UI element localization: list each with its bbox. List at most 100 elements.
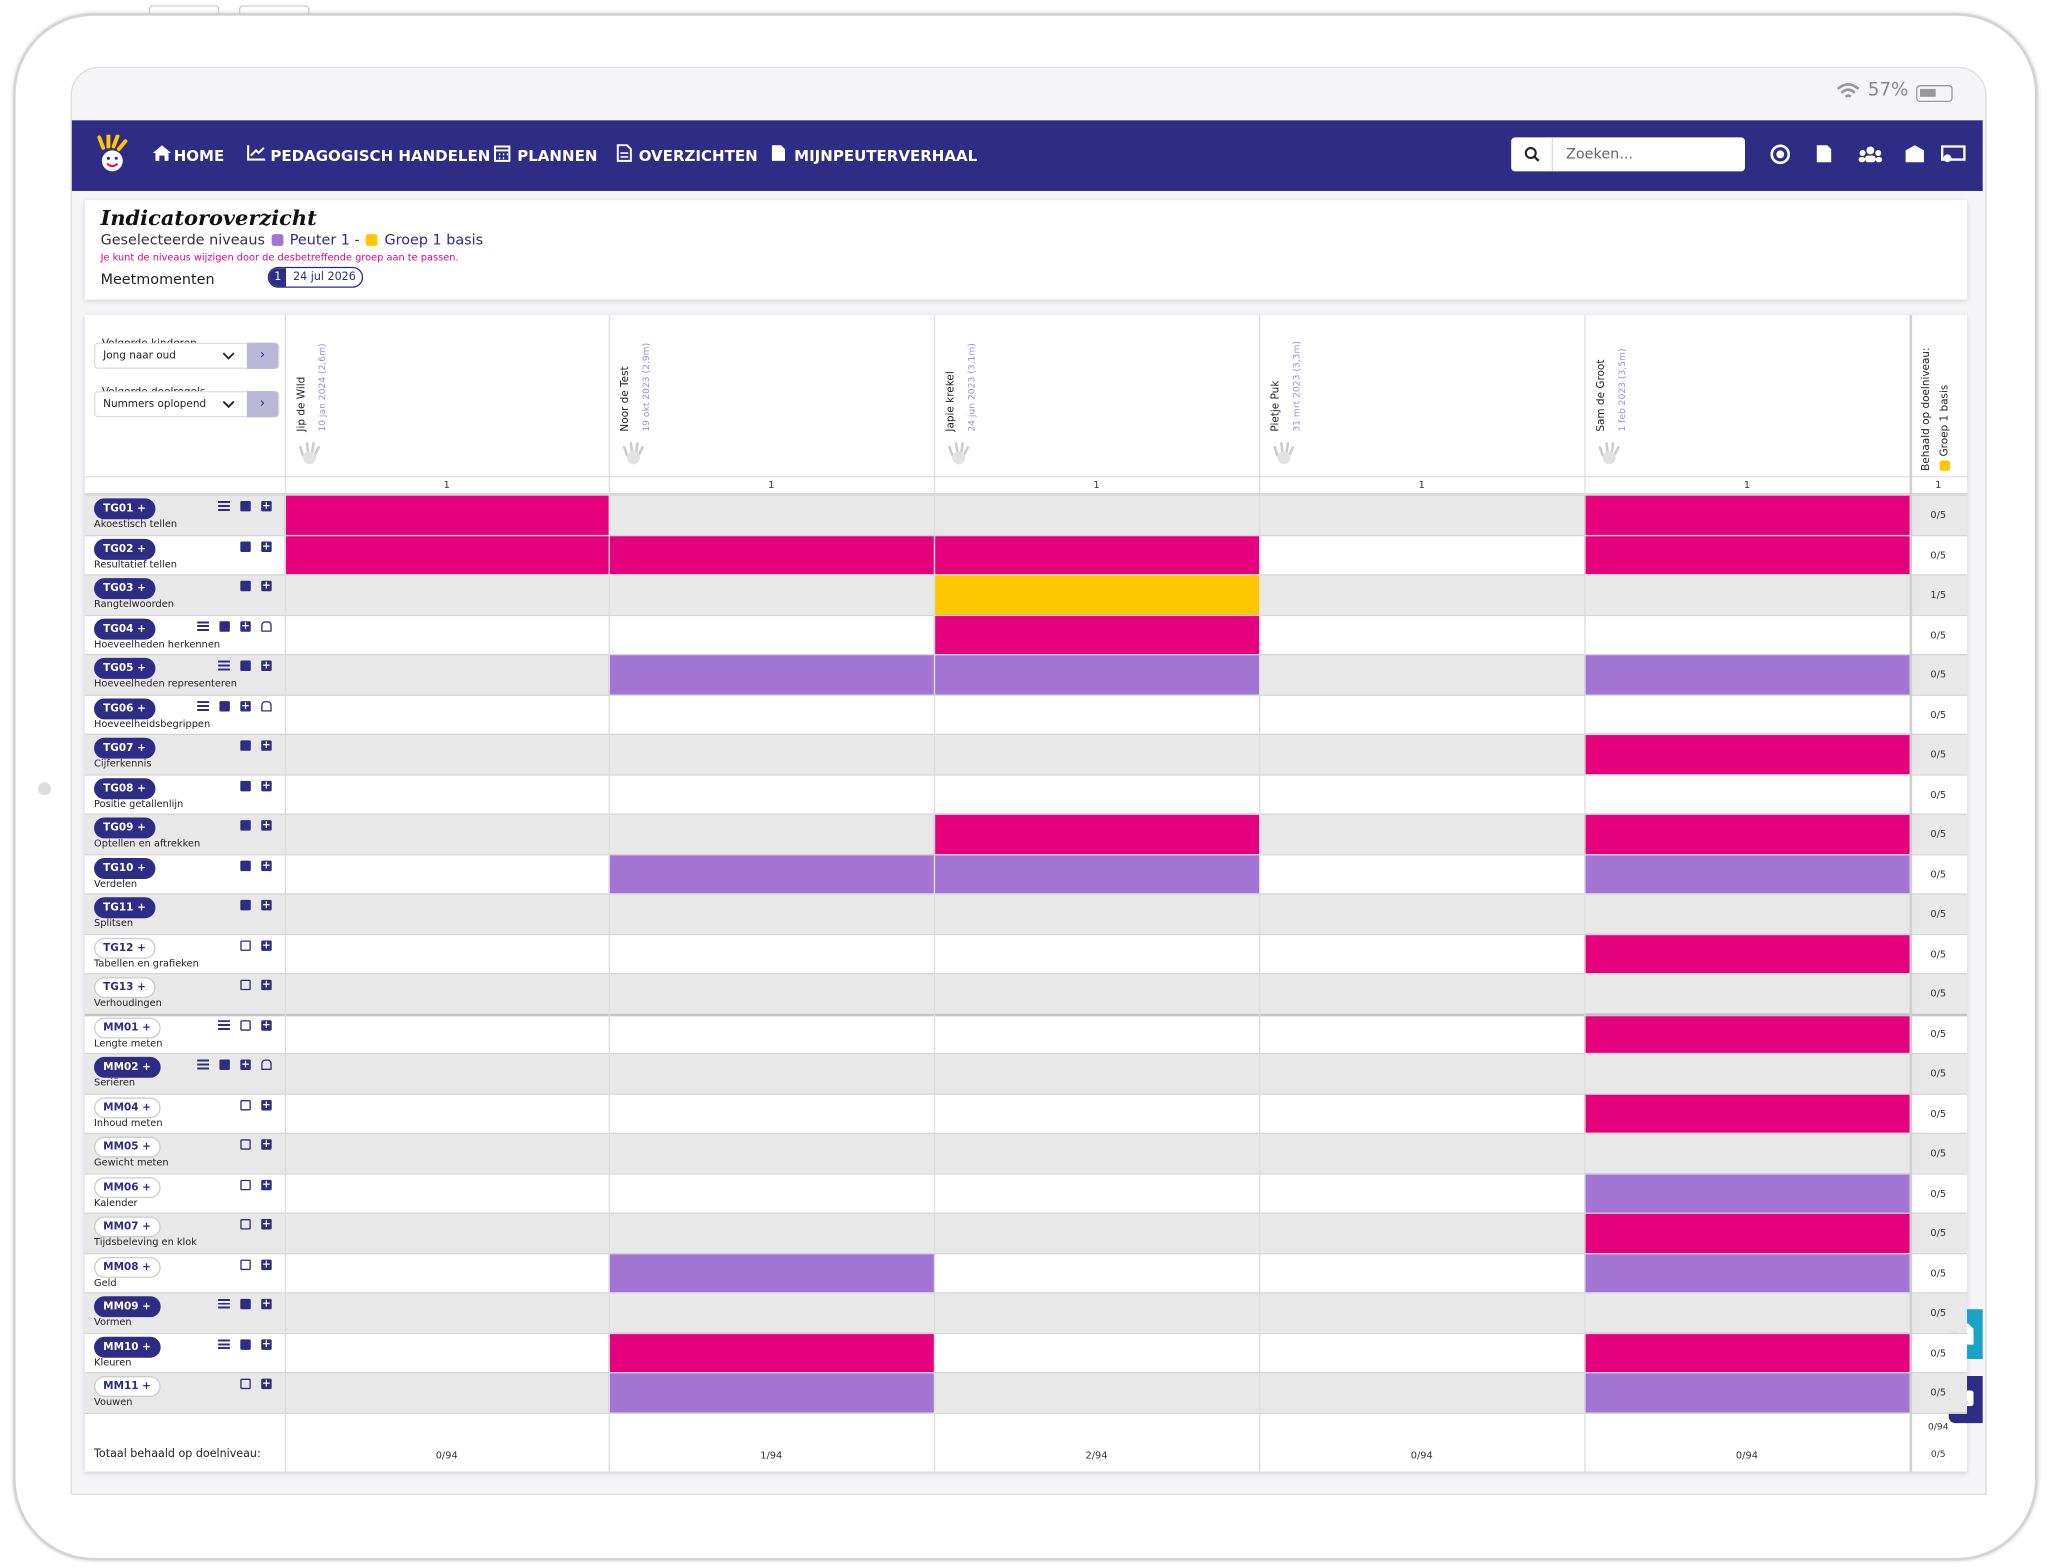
add-icon[interactable]: +	[261, 499, 272, 512]
add-icon[interactable]: +	[240, 699, 251, 712]
add-icon[interactable]: +	[261, 779, 272, 791]
status-icon[interactable]	[240, 740, 251, 751]
goal-badge[interactable]: MM10 +	[94, 1336, 161, 1358]
status-icon[interactable]	[240, 500, 251, 512]
sliders-icon[interactable]	[218, 1299, 230, 1310]
status-icon[interactable]	[240, 979, 251, 991]
goal-badge[interactable]: MM08 +	[94, 1256, 161, 1278]
status-icon[interactable]	[240, 1299, 251, 1310]
action-icon[interactable]	[1858, 146, 1883, 163]
add-icon[interactable]: +	[261, 539, 272, 552]
indicator-cell[interactable]	[1584, 813, 1910, 854]
goal-badge[interactable]: TG06 +	[94, 697, 155, 719]
goal-badge[interactable]: MM11 +	[94, 1376, 161, 1398]
add-icon[interactable]: +	[240, 619, 251, 632]
logo[interactable]	[94, 134, 131, 174]
status-icon[interactable]	[240, 860, 251, 871]
sliders-icon[interactable]	[218, 500, 230, 512]
status-icon[interactable]	[240, 1139, 251, 1151]
status-icon[interactable]	[240, 1339, 251, 1350]
sliders-icon[interactable]	[218, 660, 230, 672]
indicator-cell[interactable]	[1584, 1332, 1910, 1373]
add-icon[interactable]: +	[261, 819, 272, 831]
add-icon[interactable]: +	[261, 1178, 272, 1191]
add-icon[interactable]: +	[261, 1298, 272, 1310]
sliders-icon[interactable]	[197, 620, 209, 632]
status-icon[interactable]	[240, 580, 251, 592]
goal-badge[interactable]: MM04 +	[94, 1097, 161, 1119]
add-icon[interactable]: +	[261, 1337, 272, 1350]
goal-badge[interactable]: TG12 +	[94, 937, 155, 959]
goal-badge[interactable]: TG10 +	[94, 857, 155, 879]
indicator-cell[interactable]	[608, 534, 934, 575]
goal-badge[interactable]: TG13 +	[94, 977, 155, 999]
status-icon[interactable]	[240, 1259, 251, 1270]
add-icon[interactable]: +	[261, 978, 272, 991]
status-icon[interactable]	[240, 1179, 251, 1191]
goal-badge[interactable]: TG07 +	[94, 737, 155, 759]
goal-badge[interactable]: TG08 +	[94, 777, 155, 799]
action-icon[interactable]	[1816, 145, 1832, 163]
child-name[interactable]: Jip de Wild	[295, 376, 307, 432]
status-icon[interactable]	[240, 940, 251, 951]
nav-item[interactable]: PLANNEN	[517, 146, 598, 165]
indicator-cell[interactable]	[608, 1372, 934, 1413]
indicator-cell[interactable]	[933, 813, 1260, 854]
goal-badge[interactable]: MM02 +	[94, 1057, 161, 1079]
indicator-cell[interactable]	[1584, 733, 1910, 774]
indicator-cell[interactable]	[933, 853, 1260, 894]
nav-item[interactable]: HOME	[173, 146, 225, 165]
indicator-cell[interactable]	[608, 1252, 934, 1293]
goal-badge[interactable]: TG09 +	[94, 817, 155, 839]
goal-badge[interactable]: MM07 +	[94, 1216, 161, 1238]
action-icon[interactable]	[1941, 145, 1966, 161]
indicator-cell[interactable]	[284, 534, 609, 575]
indicator-cell[interactable]	[608, 1332, 934, 1373]
add-icon[interactable]: +	[261, 739, 272, 751]
add-icon[interactable]: +	[240, 1058, 251, 1071]
add-icon[interactable]: +	[261, 659, 272, 672]
indicator-cell[interactable]	[933, 574, 1260, 615]
status-icon[interactable]	[240, 780, 251, 791]
goal-badge[interactable]: MM01 +	[94, 1017, 161, 1039]
status-icon[interactable]	[219, 1059, 230, 1071]
child-name[interactable]: Noor de Test	[619, 366, 631, 432]
indicator-cell[interactable]	[608, 853, 934, 894]
status-icon[interactable]	[240, 540, 251, 552]
goal-badge[interactable]: TG01 +	[94, 498, 155, 520]
school-icon[interactable]	[261, 700, 272, 712]
indicator-cell[interactable]	[1584, 1212, 1910, 1253]
add-icon[interactable]: +	[261, 858, 272, 871]
sliders-icon[interactable]	[197, 1059, 209, 1071]
goal-badge[interactable]: MM09 +	[94, 1296, 161, 1318]
goal-badge[interactable]: TG04 +	[94, 618, 155, 640]
status-icon[interactable]	[240, 1219, 251, 1230]
status-icon[interactable]	[240, 1099, 251, 1111]
child-name[interactable]: Sam de Groot	[1594, 359, 1607, 432]
status-icon[interactable]	[240, 1019, 251, 1031]
school-icon[interactable]	[261, 1059, 272, 1071]
school-icon[interactable]	[261, 620, 272, 632]
add-icon[interactable]: +	[261, 1218, 272, 1230]
sliders-icon[interactable]	[218, 1019, 230, 1031]
add-icon[interactable]: +	[261, 898, 272, 911]
action-icon[interactable]	[1770, 144, 1791, 165]
nav-item[interactable]: MIJNPEUTERVERHAAL	[794, 146, 978, 165]
nav-item[interactable]: PEDAGOGISCH HANDELEN	[270, 146, 491, 165]
add-icon[interactable]: +	[261, 1098, 272, 1111]
goal-badge[interactable]: MM06 +	[94, 1176, 161, 1198]
indicator-cell[interactable]	[933, 654, 1260, 695]
status-icon[interactable]	[219, 620, 230, 632]
status-icon[interactable]	[240, 900, 251, 911]
goal-badge[interactable]: TG02 +	[94, 538, 155, 560]
goal-badge[interactable]: MM05 +	[94, 1137, 161, 1158]
indicator-cell[interactable]	[1584, 1013, 1910, 1054]
goal-badge[interactable]: TG03 +	[94, 578, 155, 600]
indicator-cell[interactable]	[933, 614, 1260, 655]
action-icon[interactable]	[1905, 145, 1924, 163]
status-icon[interactable]	[240, 820, 251, 831]
indicator-cell[interactable]	[284, 494, 609, 535]
add-icon[interactable]: +	[261, 1018, 272, 1031]
moment-pill[interactable]: 1 24 jul 2026	[267, 266, 364, 288]
indicator-cell[interactable]	[1584, 1252, 1910, 1293]
